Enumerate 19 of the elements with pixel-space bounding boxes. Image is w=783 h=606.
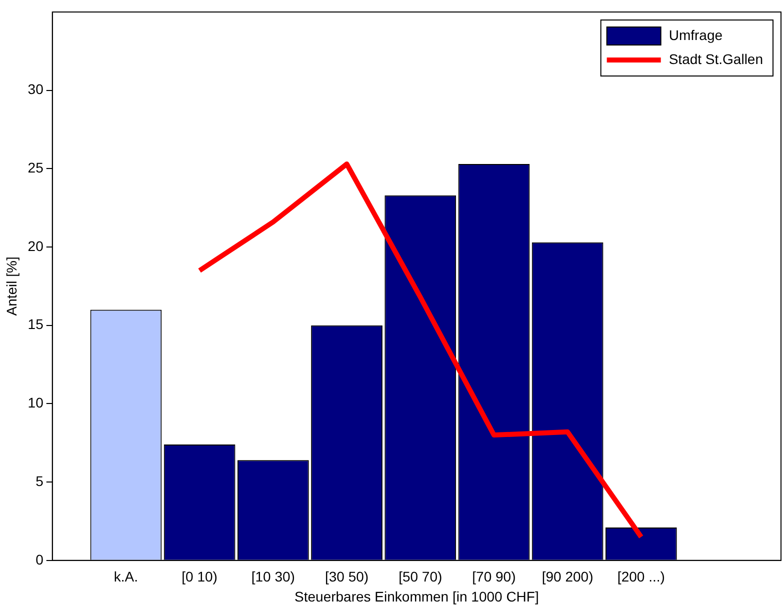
y-tick-label: 0 xyxy=(36,551,44,568)
legend-label: Stadt St.Gallen xyxy=(668,50,764,67)
x-tick-label: [10 30) xyxy=(251,568,295,585)
x-tick-label: [200 ...) xyxy=(617,568,665,585)
x-tick-label: [50 70) xyxy=(398,568,442,585)
y-tick-label: 25 xyxy=(28,160,44,176)
x-axis-title: Steuerbares Einkommen [in 1000 CHF] xyxy=(294,588,539,604)
y-tick-label: 10 xyxy=(28,394,44,411)
x-tick-label: k.A. xyxy=(114,568,138,585)
y-tick-label: 15 xyxy=(28,316,44,332)
y-tick-label: 5 xyxy=(36,472,44,489)
x-tick-label: [70 90) xyxy=(472,568,516,585)
x-tick-label: [30 50) xyxy=(324,568,369,585)
y-tick-label: 30 xyxy=(28,81,44,98)
x-tick-label: [0 10) xyxy=(182,568,218,585)
legend-label: Umfrage xyxy=(668,26,723,43)
y-tick-label: 20 xyxy=(28,238,44,254)
y-axis-title: Anteil [%] xyxy=(3,256,20,316)
x-tick-label: [90 200) xyxy=(542,568,594,585)
